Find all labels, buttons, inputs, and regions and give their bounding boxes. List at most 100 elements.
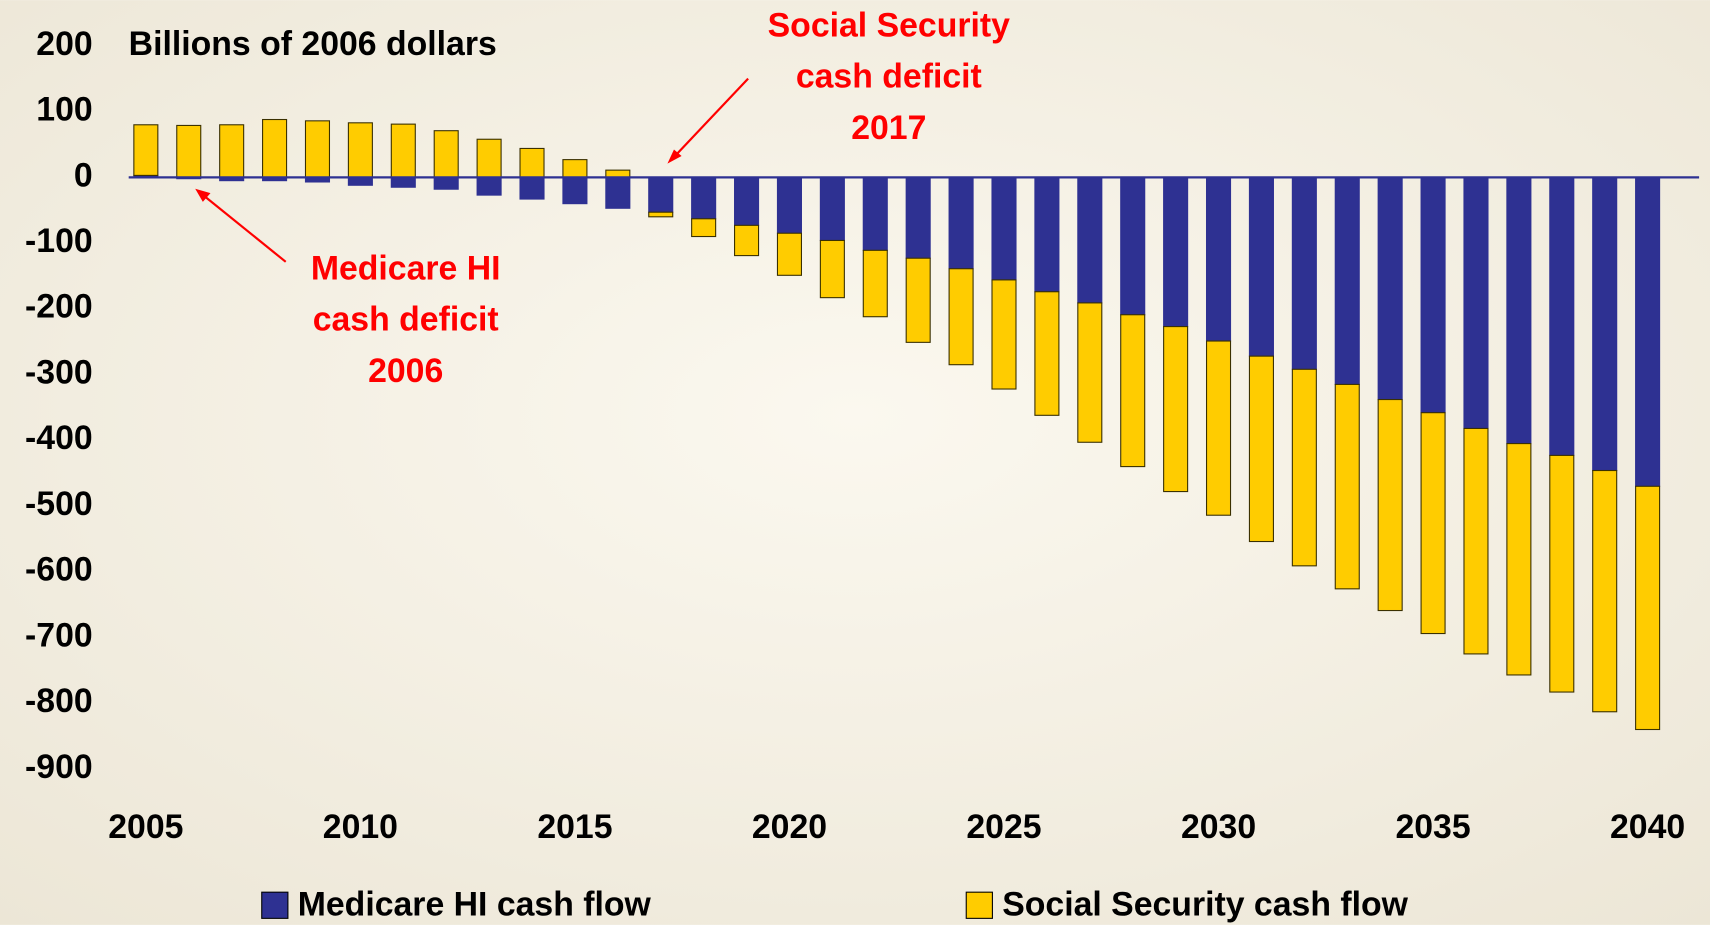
bar <box>1420 176 1446 414</box>
bar <box>176 124 202 178</box>
legend-label: Social Security cash flow <box>1002 885 1408 923</box>
annotation-arrow <box>670 77 749 161</box>
x-tick-label: 2025 <box>966 808 1041 846</box>
annotation-text: 2017 <box>851 109 926 147</box>
bar <box>1506 443 1532 676</box>
bar <box>1334 383 1360 590</box>
bar <box>1205 340 1232 516</box>
bar <box>776 232 803 276</box>
bar <box>819 176 845 242</box>
y-tick-label: -900 <box>25 748 93 786</box>
bar <box>819 239 845 299</box>
x-tick-label: 2020 <box>752 808 827 846</box>
bar <box>991 176 1017 281</box>
bar <box>905 176 931 259</box>
bar <box>1635 176 1661 487</box>
bar <box>776 176 803 234</box>
bar <box>1420 412 1446 635</box>
x-tick-label: 2030 <box>1181 808 1256 846</box>
bar <box>519 176 545 200</box>
bar <box>1120 176 1146 316</box>
bar <box>862 176 888 251</box>
bar <box>1077 176 1103 304</box>
legend-swatch <box>261 891 289 919</box>
annotation-text: Social Security <box>768 6 1011 44</box>
legend-swatch <box>965 891 993 919</box>
bar <box>1291 368 1317 567</box>
bar <box>691 176 717 220</box>
bar <box>262 118 288 178</box>
x-tick-label: 2010 <box>323 808 398 846</box>
bar <box>1549 454 1575 693</box>
y-tick-label: -100 <box>25 222 93 260</box>
bar <box>347 176 373 186</box>
bar <box>390 176 416 188</box>
bar <box>1034 176 1060 293</box>
bar <box>1377 176 1403 401</box>
bar <box>1592 176 1618 472</box>
x-tick-label: 2005 <box>108 808 183 846</box>
y-tick-label: -600 <box>25 551 93 589</box>
y-tick-label: -200 <box>25 288 93 326</box>
bar <box>476 138 502 178</box>
bar <box>1463 176 1489 430</box>
annotation-text: 2006 <box>368 352 443 390</box>
bar <box>1506 176 1532 445</box>
bar <box>1463 427 1489 655</box>
x-tick-label: 2040 <box>1610 808 1685 846</box>
annotation-arrow <box>199 192 287 263</box>
bar <box>390 123 416 178</box>
bar <box>734 224 760 257</box>
bar <box>347 122 373 178</box>
bar <box>562 159 588 178</box>
bar <box>304 120 331 178</box>
bar <box>562 176 588 205</box>
bar <box>991 279 1017 390</box>
bar <box>1377 398 1403 612</box>
x-tick-label: 2035 <box>1395 808 1470 846</box>
y-tick-label: -500 <box>25 485 93 523</box>
annotation-text: Medicare HI <box>311 249 501 287</box>
x-tick-label: 2015 <box>537 808 612 846</box>
bar <box>862 249 888 318</box>
bar <box>519 147 545 178</box>
bar <box>1635 485 1661 731</box>
y-tick-label: 200 <box>36 25 92 63</box>
bar <box>948 176 974 270</box>
bar <box>1592 469 1618 713</box>
bar <box>1205 176 1232 342</box>
bar <box>648 211 674 218</box>
bar <box>1549 176 1575 456</box>
annotation-text: cash deficit <box>313 301 499 339</box>
bar <box>1248 176 1274 357</box>
bar <box>734 176 760 226</box>
bar <box>133 124 159 176</box>
bar <box>1120 314 1146 468</box>
y-tick-label: 100 <box>36 91 92 129</box>
bar <box>1163 326 1189 493</box>
annotation: Medicare HI cash deficit 2006 <box>195 188 501 390</box>
annotation: Social Security cash deficit 2017 <box>667 6 1011 164</box>
bar <box>948 268 974 366</box>
bar <box>1291 176 1317 370</box>
annotation-text: cash deficit <box>796 58 982 96</box>
arrow-head <box>667 149 682 164</box>
bar <box>905 257 931 343</box>
bar <box>433 130 459 178</box>
y-tick-label: -400 <box>25 419 93 457</box>
legend-label: Medicare HI cash flow <box>298 885 652 923</box>
bar <box>648 176 674 213</box>
bar <box>433 176 459 190</box>
bar <box>1248 355 1274 543</box>
arrow-head <box>195 188 211 202</box>
bar <box>1163 176 1189 328</box>
bar <box>1034 291 1060 416</box>
y-tick-label: -700 <box>25 616 93 654</box>
bar <box>1077 302 1103 443</box>
bar <box>605 176 631 209</box>
y-tick-label: -800 <box>25 682 93 720</box>
bar <box>476 176 502 196</box>
bar <box>1334 176 1360 385</box>
bar <box>219 124 245 178</box>
